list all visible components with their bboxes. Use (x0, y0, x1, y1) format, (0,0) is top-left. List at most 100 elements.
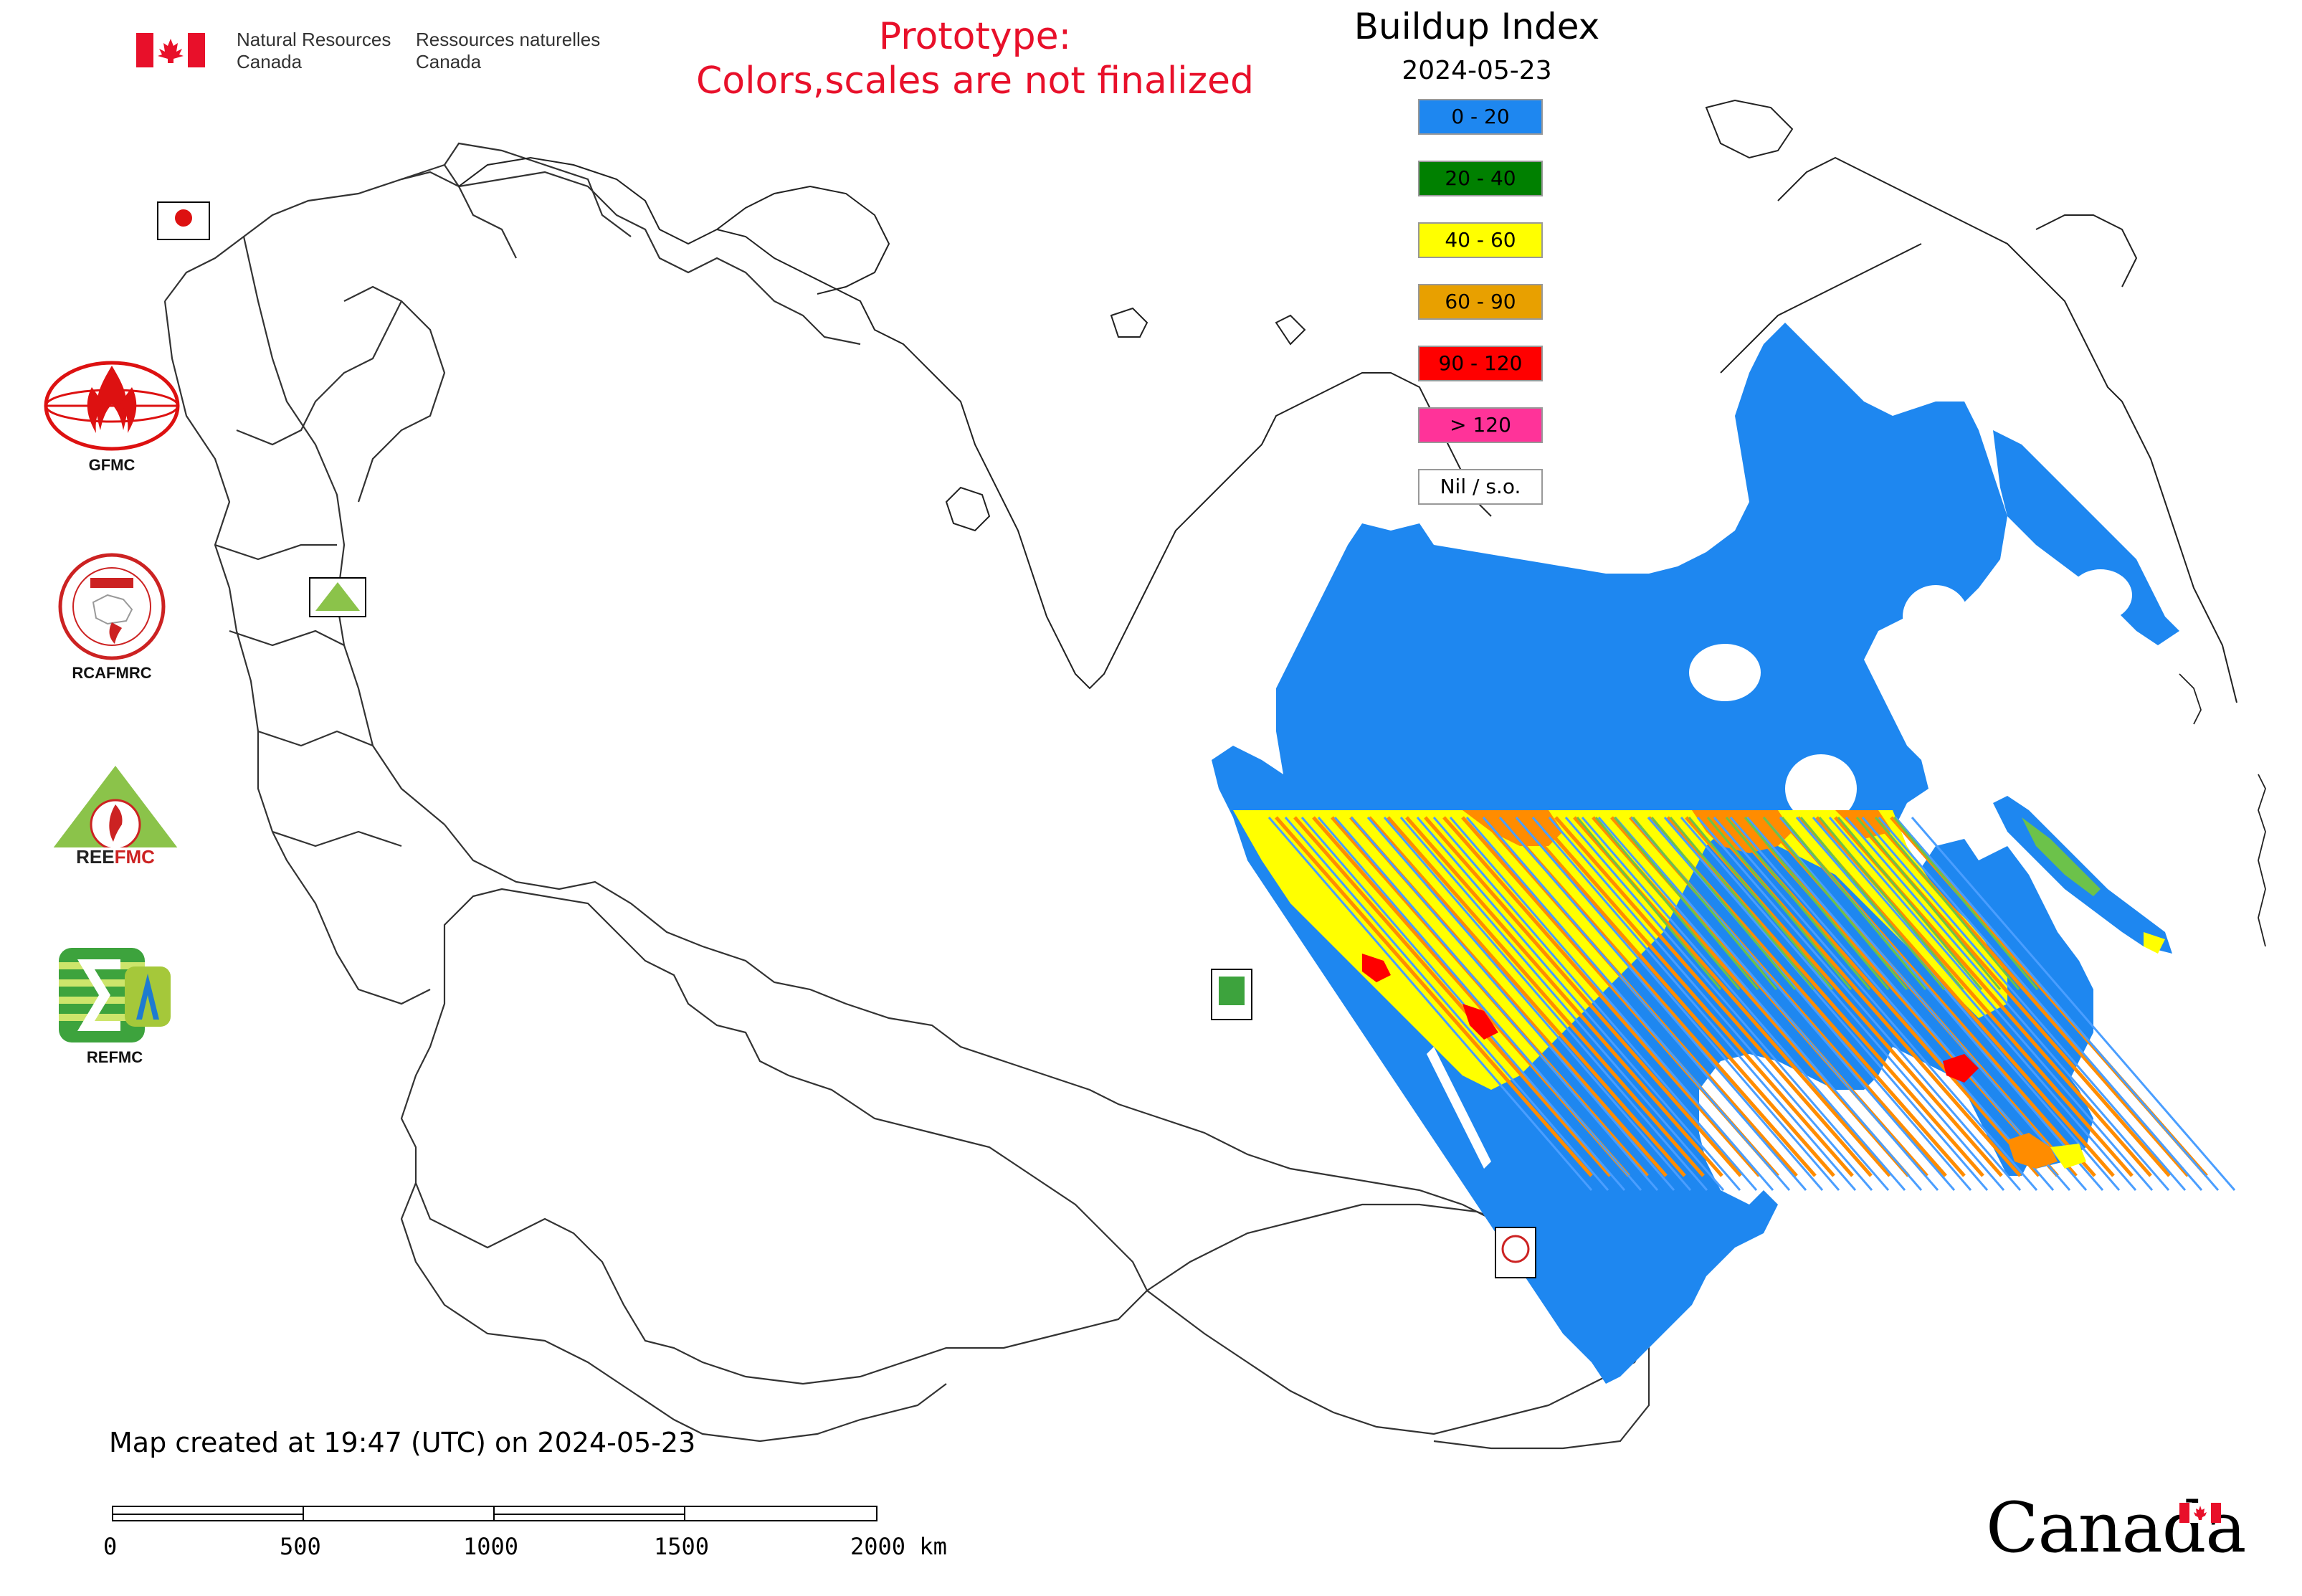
scale-tick-1500: 1500 (654, 1533, 710, 1560)
band-90-120-3 (1943, 1054, 1979, 1083)
band-stripe (1647, 817, 1972, 1191)
map-logo-markers (157, 201, 1536, 1278)
band-stripe (1366, 817, 1692, 1191)
department-en-line1: Natural Resources (237, 29, 391, 50)
logo-rcafmrc-label: RCAFMRC (72, 664, 152, 682)
department-name-en: Natural Resources Canada (237, 29, 391, 73)
logo-reefmc: REEFMC (39, 763, 192, 873)
band-stripe (1614, 817, 1939, 1191)
canada-wordmark: Canada (1986, 1488, 2246, 1568)
map-logo-rcafmrc-mark (1501, 1235, 1530, 1263)
band-stripe (1696, 817, 2022, 1191)
band-stripe (1746, 817, 2071, 1191)
gfmc-logo-icon (44, 361, 180, 451)
eastern-islands (2179, 673, 2266, 947)
band-stripe (1799, 817, 1946, 990)
department-name-fr: Ressources naturelles Canada (416, 29, 600, 73)
band-stripe (1554, 816, 1873, 1177)
band-stripe (1368, 816, 1686, 1177)
bui-band-region (1233, 810, 2236, 1191)
band-stripe (1576, 817, 1722, 990)
coast-islands-4 (1705, 99, 1794, 159)
band-stripe (1399, 817, 1725, 1191)
outline-eastern-europe (163, 300, 431, 1005)
legend-item: 20 - 40 (1418, 161, 1543, 196)
band-stripes-green (1576, 817, 2039, 990)
band-stripe (1837, 817, 1983, 990)
band-stripe (1632, 817, 1778, 990)
band-stripe (1594, 817, 1741, 990)
band-stripe (1744, 817, 1890, 990)
outline-scandinavia (401, 142, 632, 259)
band-stripe (1894, 817, 2220, 1191)
map-logo-reefmc-mark (315, 582, 360, 611)
scale-bar (112, 1506, 879, 1521)
scale-segment-3 (493, 1506, 685, 1521)
scale-tick-1000: 1000 (463, 1533, 519, 1560)
band-stripe (1432, 817, 1758, 1191)
band-stripe (1293, 816, 1612, 1177)
band-stripe (1818, 817, 1964, 990)
band-stripe (1874, 817, 2020, 990)
band-south-tip-warm (2007, 1133, 2058, 1169)
svg-text:REEFMC: REEFMC (76, 846, 155, 868)
band-stripe (1424, 816, 1742, 1177)
gap-river-1 (1427, 1047, 1491, 1169)
band-stripe (1861, 817, 2187, 1191)
band-stripe (1442, 816, 1761, 1177)
coast-east-1 (2035, 214, 2138, 288)
band-stripe (1650, 817, 1797, 990)
prototype-notice-line2: Colors,scales are not finalized (695, 60, 1255, 103)
department-fr-line2: Canada (416, 51, 482, 72)
band-stripe (1267, 817, 1593, 1191)
band-stripe (1333, 817, 1659, 1191)
department-fr-line1: Ressources naturelles (416, 29, 601, 50)
prototype-notice: Prototype: Colors,scales are not finaliz… (645, 14, 1305, 103)
coast-islands-3 (1275, 314, 1306, 346)
band-stripe (1597, 817, 1923, 1191)
reefmc-logo-icon: REEFMC (39, 766, 192, 868)
band-stripe (1300, 817, 1626, 1191)
band-stripe (1498, 817, 1824, 1191)
band-stripe (1317, 817, 1642, 1191)
band-stripe (1531, 817, 1857, 1191)
band-stripe (1465, 817, 1791, 1191)
band-stripe (1383, 817, 1708, 1191)
logo-gfmc-label: GFMC (88, 456, 135, 474)
band-sakhalin-green (2022, 817, 2101, 896)
band-stripe (1812, 817, 2137, 1191)
outline-central-asia (400, 1182, 947, 1443)
band-stripes-blue (1267, 817, 2236, 1191)
band-stripe (1855, 817, 2002, 990)
gap-circle-1 (1689, 644, 1761, 701)
rcafmrc-logo-icon (58, 553, 166, 660)
band-stripe (1713, 817, 2038, 1191)
band-stripe (1878, 817, 2203, 1191)
island-east-1 (2258, 774, 2266, 947)
band-stripe (1762, 817, 2088, 1191)
gap-circle-2 (1903, 585, 1969, 648)
band-stripe (1416, 817, 1741, 1191)
canada-wordmark-flag-icon (2179, 1503, 2221, 1523)
coast-far-east-north (1720, 243, 1922, 374)
band-stripe (1449, 817, 1774, 1191)
band-stripe (1845, 817, 2170, 1191)
outline-europe-internal (214, 300, 402, 847)
band-stripe (1564, 817, 1890, 1191)
band-stripe (1613, 817, 1759, 990)
scale-segment-4 (684, 1506, 877, 1521)
scale-tick-0: 0 (103, 1533, 118, 1560)
band-stripe (1350, 817, 1675, 1191)
legend-date: 2024-05-23 (1402, 56, 1552, 85)
coast-novaya-zemlya (716, 185, 890, 295)
band-stripe (1729, 817, 2055, 1191)
band-stripe (1482, 817, 1807, 1191)
legend-item: 40 - 60 (1418, 222, 1543, 258)
legend: 0 - 20 20 - 40 40 - 60 60 - 90 90 - 120 > 120… (1418, 99, 1543, 531)
band-stripe (1781, 817, 1927, 990)
band-stripe (1828, 817, 2154, 1191)
government-header: Natural Resources Canada Ressources natu… (136, 26, 609, 76)
band-stripe (1688, 817, 1834, 990)
scale-tick-500: 500 (280, 1533, 321, 1560)
